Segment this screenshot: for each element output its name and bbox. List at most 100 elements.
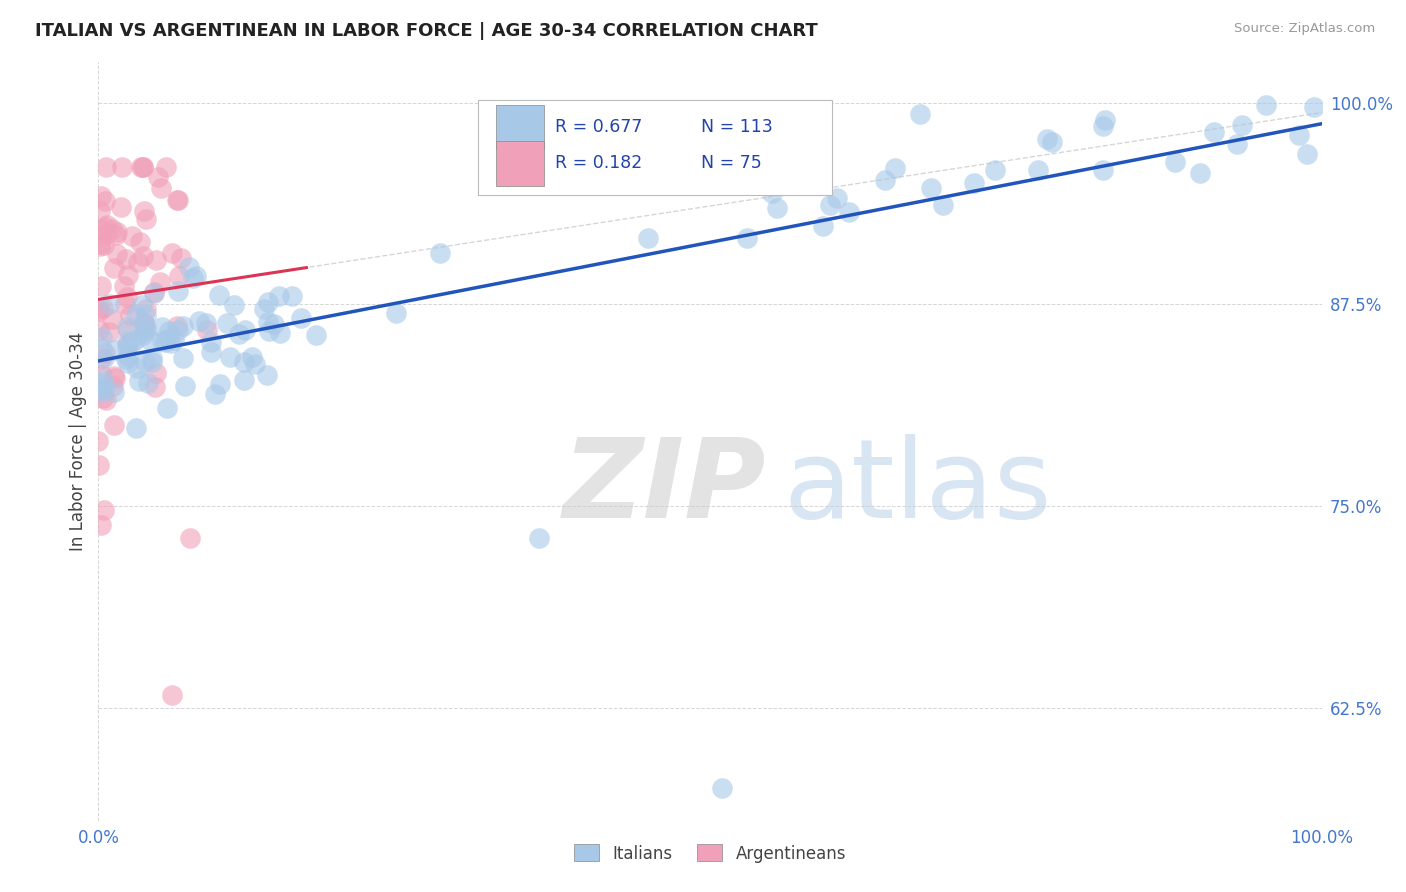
Point [290, 311, 312, 326]
Point [91, 385, 114, 400]
Point [838, 205, 860, 219]
Point [155, 161, 177, 175]
Point [920, 180, 942, 194]
Point [131, 298, 153, 312]
Text: ZIP: ZIP [564, 434, 766, 541]
Point [90, 382, 112, 396]
Point [305, 327, 328, 342]
Point [1230, 118, 1253, 132]
Point [103, 385, 125, 400]
Point [94, 345, 117, 359]
Point [811, 219, 834, 233]
Point [94, 392, 117, 407]
Point [104, 343, 127, 357]
Point [90, 351, 112, 366]
Point [105, 247, 128, 261]
Point [818, 198, 841, 212]
Point [160, 688, 183, 702]
Point [90, 368, 112, 382]
Point [873, 173, 896, 187]
Point [94, 227, 117, 241]
Point [90, 518, 112, 533]
Point [93, 381, 115, 395]
Point [228, 326, 250, 341]
Point [89, 204, 111, 219]
Point [1256, 98, 1278, 112]
Point [166, 193, 188, 207]
Point [117, 356, 139, 370]
Point [932, 197, 955, 211]
Point [1035, 131, 1057, 145]
Point [127, 254, 149, 268]
Point [90, 279, 112, 293]
Point [96, 218, 118, 232]
Point [1094, 112, 1116, 127]
Point [145, 366, 167, 380]
Point [90, 189, 112, 203]
Point [218, 351, 240, 365]
Point [90, 342, 112, 356]
Text: Source: ZipAtlas.com: Source: ZipAtlas.com [1234, 22, 1375, 36]
Point [637, 231, 659, 245]
Point [125, 420, 148, 434]
Point [139, 334, 162, 348]
Point [115, 290, 138, 304]
Text: R = 0.677: R = 0.677 [555, 118, 643, 136]
Point [93, 237, 115, 252]
Point [162, 246, 184, 260]
Point [103, 261, 125, 276]
Point [114, 252, 136, 267]
Point [97, 297, 120, 311]
Point [174, 378, 197, 392]
Point [263, 317, 285, 331]
Point [125, 360, 148, 375]
Text: atlas: atlas [783, 434, 1052, 541]
Point [94, 219, 117, 234]
Point [257, 315, 280, 329]
Point [1040, 135, 1063, 149]
Point [166, 318, 188, 333]
Point [93, 351, 115, 365]
Point [1164, 155, 1187, 169]
Point [184, 268, 207, 283]
Point [711, 781, 734, 796]
Point [89, 458, 111, 472]
Text: N = 75: N = 75 [702, 154, 762, 172]
Point [87, 303, 110, 318]
Point [135, 308, 157, 322]
Point [146, 169, 169, 184]
Point [124, 333, 146, 347]
Point [200, 334, 222, 349]
Point [183, 271, 205, 285]
Point [103, 369, 125, 384]
Point [117, 349, 139, 363]
Point [103, 417, 125, 432]
Point [131, 161, 153, 175]
Point [87, 322, 110, 336]
Point [1226, 136, 1249, 151]
Y-axis label: In Labor Force | Age 30-34: In Labor Force | Age 30-34 [69, 332, 87, 551]
Point [135, 302, 157, 317]
Point [280, 289, 302, 303]
Point [256, 368, 278, 382]
Point [115, 340, 138, 354]
Point [765, 201, 787, 215]
Point [215, 316, 238, 330]
Point [150, 320, 173, 334]
Point [257, 294, 280, 309]
Point [761, 186, 783, 200]
Point [91, 371, 114, 385]
FancyBboxPatch shape [478, 101, 832, 195]
Point [117, 336, 139, 351]
Point [132, 328, 155, 343]
Point [245, 357, 267, 371]
Point [233, 355, 256, 369]
Point [90, 330, 112, 344]
Point [129, 235, 152, 249]
Point [132, 161, 155, 175]
Point [179, 532, 201, 546]
Point [155, 334, 177, 349]
Point [1303, 100, 1326, 114]
FancyBboxPatch shape [496, 141, 544, 186]
Point [111, 161, 134, 175]
